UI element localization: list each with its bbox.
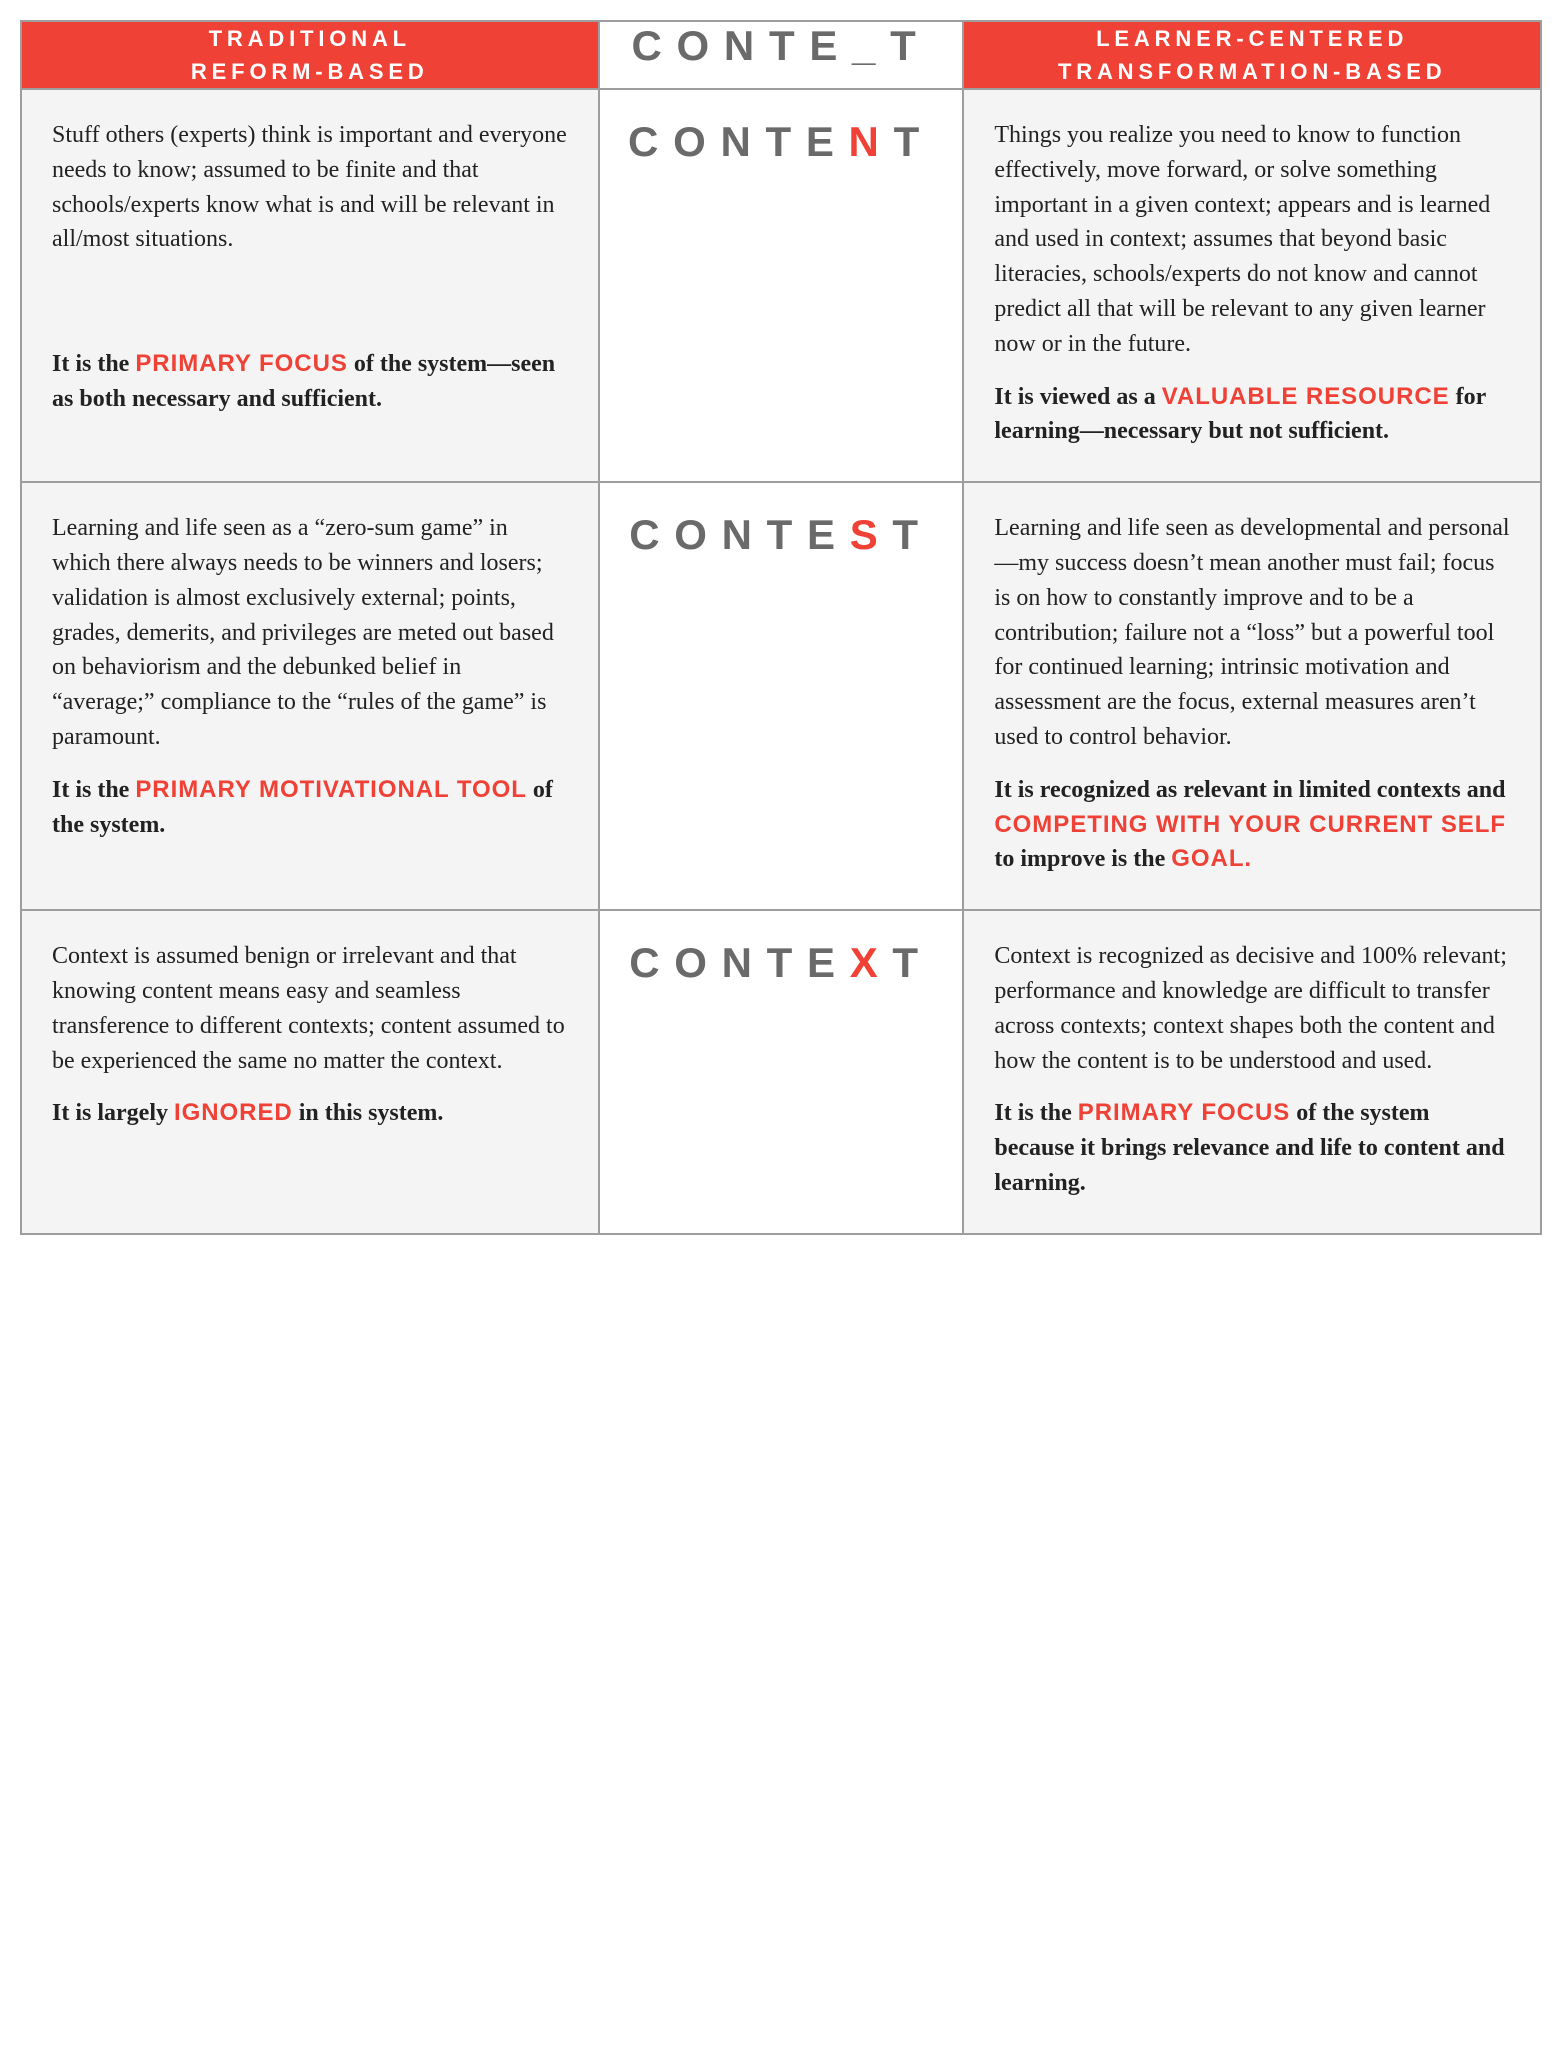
header-word-suffix: T — [890, 22, 930, 69]
content-trad-sum-hl: PRIMARY FOCUS — [135, 350, 348, 377]
context-trad-sum-hl: IGNORED — [174, 1099, 293, 1126]
content-word: CONTENT — [600, 90, 963, 166]
contest-trad-sum-hl: PRIMARY MOTIVATIONAL TOOL — [135, 776, 527, 803]
comparison-table: TRADITIONAL REFORM-BASED CONTE_T LEARNER… — [20, 20, 1542, 1235]
contest-word-suffix: T — [892, 511, 932, 558]
context-learner-body: Context is recognized as decisive and 10… — [994, 939, 1510, 1078]
context-word-prefix: CONTE — [629, 939, 850, 986]
contest-word-prefix: CONTE — [629, 511, 850, 558]
contest-traditional-body: Learning and life seen as a “zero-sum ga… — [52, 511, 568, 755]
contest-learner-summary: It is recognized as relevant in limited … — [994, 773, 1510, 877]
content-traditional-cell: Stuff others (experts) think is importan… — [21, 89, 599, 482]
header-word-blank-char: _ — [852, 22, 890, 69]
content-learner-summary: It is viewed as a VALUABLE RESOURCE for … — [994, 380, 1510, 450]
context-trad-sum-post: in this system. — [293, 1100, 444, 1126]
header-learner-line2: TRANSFORMATION-BASED — [1058, 59, 1446, 84]
contest-learn-sum-hl2: GOAL. — [1171, 845, 1252, 872]
row-context: Context is assumed benign or irrelevant … — [21, 910, 1541, 1234]
context-learn-sum-pre: It is the — [994, 1100, 1077, 1126]
content-traditional-summary: It is the PRIMARY FOCUS of the system—se… — [52, 347, 568, 417]
contest-word-accent: S — [850, 511, 893, 558]
row-content: Stuff others (experts) think is importan… — [21, 89, 1541, 482]
context-traditional-body: Context is assumed benign or irrelevant … — [52, 939, 568, 1078]
contest-learn-sum-hl: COMPETING WITH YOUR CURRENT SELF — [994, 811, 1506, 838]
header-traditional: TRADITIONAL REFORM-BASED — [21, 21, 599, 89]
contest-traditional-summary: It is the PRIMARY MOTIVATIONAL TOOL of t… — [52, 773, 568, 843]
content-learner-cell: Things you realize you need to know to f… — [963, 89, 1541, 482]
content-learner-body: Things you realize you need to know to f… — [994, 118, 1510, 362]
content-learn-sum-hl: VALUABLE RESOURCE — [1162, 383, 1450, 410]
context-word-accent: X — [850, 939, 893, 986]
contest-learn-sum-pre: It is recognized as relevant in limited … — [994, 777, 1505, 803]
header-word-blank: CONTE_T — [599, 21, 964, 89]
context-word-cell: CONTEXT — [599, 910, 964, 1234]
context-word: CONTEXT — [600, 911, 963, 987]
context-traditional-cell: Context is assumed benign or irrelevant … — [21, 910, 599, 1234]
header-traditional-line1: TRADITIONAL — [209, 26, 411, 51]
context-learner-summary: It is the PRIMARY FOCUS of the system be… — [994, 1096, 1510, 1200]
header-traditional-line2: REFORM-BASED — [191, 59, 429, 84]
context-traditional-summary: It is largely IGNORED in this system. — [52, 1096, 568, 1131]
content-word-suffix: T — [894, 118, 934, 165]
context-word-suffix: T — [892, 939, 932, 986]
content-traditional-body: Stuff others (experts) think is importan… — [52, 118, 568, 257]
contest-word: CONTEST — [600, 483, 963, 559]
content-word-cell: CONTENT — [599, 89, 964, 482]
contest-learn-sum-mid: to improve is the — [994, 846, 1171, 872]
header-word-prefix: CONTE — [632, 22, 853, 69]
header-learner-centered: LEARNER-CENTERED TRANSFORMATION-BASED — [963, 21, 1541, 89]
content-word-accent: N — [849, 118, 894, 165]
content-learn-sum-pre: It is viewed as a — [994, 384, 1161, 410]
row-contest: Learning and life seen as a “zero-sum ga… — [21, 482, 1541, 910]
content-word-prefix: CONTE — [628, 118, 849, 165]
contest-trad-sum-pre: It is the — [52, 777, 135, 803]
contest-traditional-cell: Learning and life seen as a “zero-sum ga… — [21, 482, 599, 910]
contest-learner-cell: Learning and life seen as developmental … — [963, 482, 1541, 910]
content-trad-sum-pre: It is the — [52, 351, 135, 377]
context-learner-cell: Context is recognized as decisive and 10… — [963, 910, 1541, 1234]
contest-word-cell: CONTEST — [599, 482, 964, 910]
header-learner-line1: LEARNER-CENTERED — [1096, 26, 1408, 51]
header-row: TRADITIONAL REFORM-BASED CONTE_T LEARNER… — [21, 21, 1541, 89]
context-learn-sum-hl: PRIMARY FOCUS — [1078, 1099, 1291, 1126]
context-trad-sum-pre: It is largely — [52, 1100, 174, 1126]
contest-learner-body: Learning and life seen as developmental … — [994, 511, 1510, 755]
